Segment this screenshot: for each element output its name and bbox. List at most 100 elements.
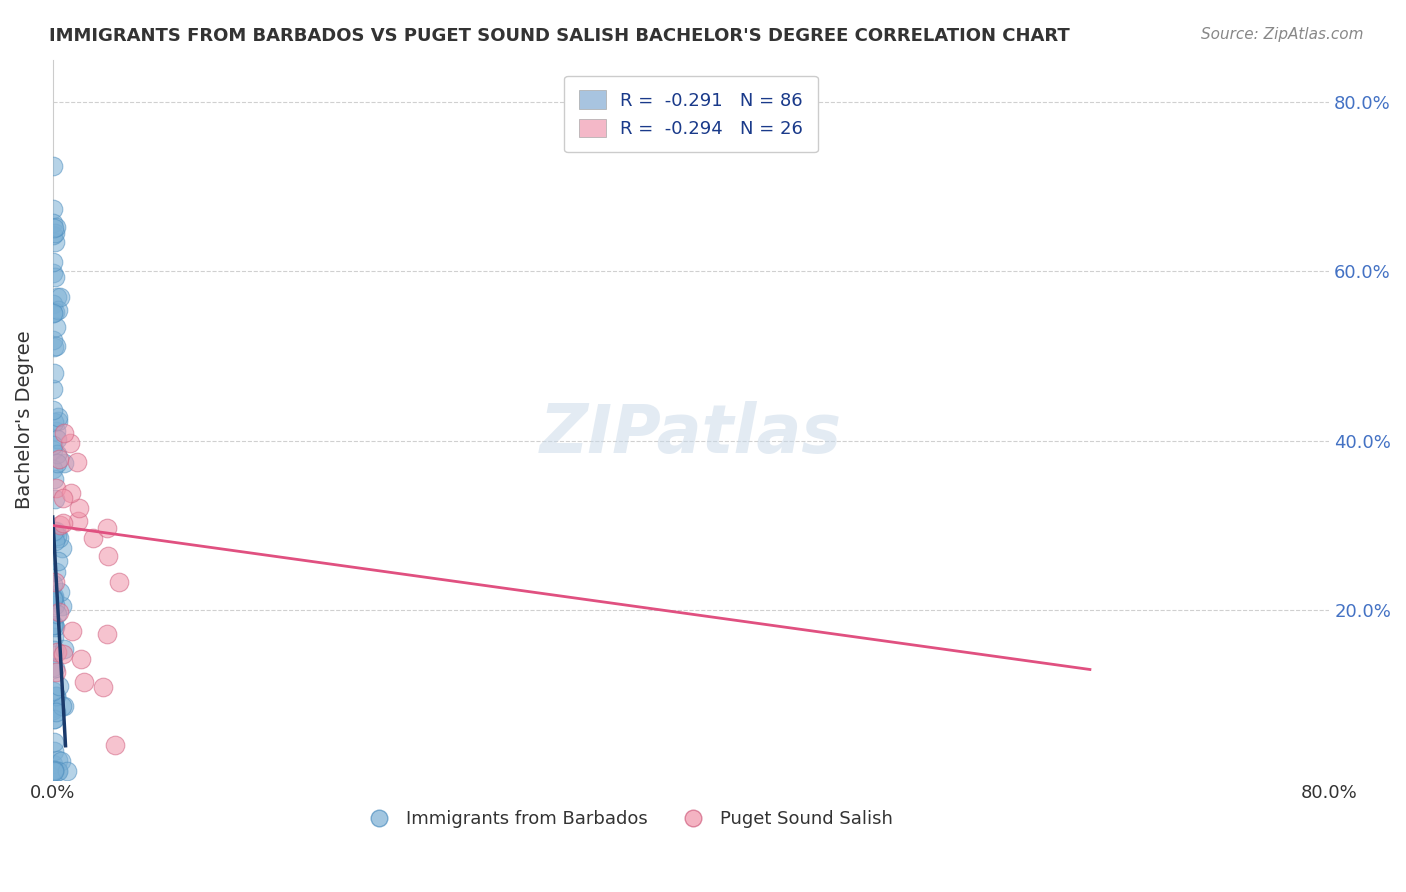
Point [45, 524, 67, 539]
Point [42, 763, 65, 777]
Point [45, 565, 67, 579]
Point [42, 382, 65, 396]
Point [44, 340, 66, 354]
Point [70, 652, 93, 666]
Point [42, 266, 65, 280]
Point [51, 698, 73, 713]
Point [42, 227, 65, 242]
Point [45, 665, 67, 679]
Point [82, 531, 104, 545]
Point [42, 402, 65, 417]
Point [42, 763, 65, 777]
Point [91, 680, 114, 694]
Point [42, 684, 65, 698]
Point [42, 591, 65, 606]
Point [44, 226, 66, 240]
Point [44, 744, 66, 758]
Point [96, 521, 118, 535]
Point [48, 764, 70, 779]
Point [42, 631, 65, 645]
Point [45, 424, 67, 438]
Point [48, 531, 70, 545]
Point [45, 607, 67, 621]
Point [46, 433, 69, 447]
Point [66, 514, 89, 528]
Point [48, 764, 70, 779]
Point [45, 690, 67, 704]
Point [45, 705, 67, 719]
Point [42, 462, 65, 476]
Y-axis label: Bachelor's Degree: Bachelor's Degree [15, 330, 34, 509]
Point [45, 481, 67, 495]
Point [46, 414, 69, 428]
Point [55, 764, 77, 779]
Point [73, 674, 96, 689]
Point [42, 524, 65, 538]
Point [42, 216, 65, 230]
Point [46, 753, 69, 767]
Point [42, 221, 65, 235]
Point [108, 574, 131, 589]
Point [42, 701, 65, 715]
Point [44, 416, 66, 430]
Point [44, 574, 66, 589]
Point [46, 409, 69, 424]
Point [44, 492, 66, 507]
Point [52, 491, 75, 505]
Point [52, 641, 75, 656]
Point [46, 554, 69, 568]
Point [44, 661, 66, 675]
Point [42, 591, 65, 606]
Point [42, 591, 65, 606]
Point [51, 599, 73, 614]
Point [48, 679, 70, 693]
Point [60, 624, 83, 638]
Point [42, 442, 65, 457]
Point [42, 643, 65, 657]
Point [44, 533, 66, 548]
Point [42, 589, 65, 603]
Point [42, 660, 65, 674]
Point [44, 620, 66, 634]
Point [97, 549, 120, 564]
Point [52, 456, 75, 470]
Point [49, 584, 72, 599]
Point [42, 764, 65, 779]
Point [42, 159, 65, 173]
Point [44, 734, 66, 748]
Point [44, 270, 66, 285]
Point [45, 690, 67, 704]
Point [48, 605, 70, 619]
Text: IMMIGRANTS FROM BARBADOS VS PUGET SOUND SALISH BACHELOR'S DEGREE CORRELATION CHA: IMMIGRANTS FROM BARBADOS VS PUGET SOUND … [49, 27, 1070, 45]
Point [42, 202, 65, 216]
Point [46, 290, 69, 304]
Point [45, 220, 67, 235]
Point [42, 305, 65, 319]
Point [46, 303, 69, 318]
Point [44, 617, 66, 632]
Point [42, 712, 65, 726]
Point [42, 576, 65, 591]
Point [42, 333, 65, 347]
Point [49, 290, 72, 304]
Point [42, 757, 65, 772]
Text: ZIPatlas: ZIPatlas [540, 401, 842, 467]
Point [42, 472, 65, 486]
Text: Source: ZipAtlas.com: Source: ZipAtlas.com [1201, 27, 1364, 42]
Point [53, 425, 76, 440]
Point [42, 437, 65, 451]
Point [46, 456, 69, 470]
Point [42, 297, 65, 311]
Point [44, 305, 66, 319]
Point [44, 235, 66, 249]
Point [45, 320, 67, 334]
Point [96, 627, 118, 641]
Point [52, 647, 75, 661]
Point [52, 698, 75, 713]
Point [42, 703, 65, 717]
Point [67, 501, 90, 516]
Point [59, 435, 82, 450]
Point [59, 485, 82, 500]
Point [44, 598, 66, 612]
Point [45, 447, 67, 461]
